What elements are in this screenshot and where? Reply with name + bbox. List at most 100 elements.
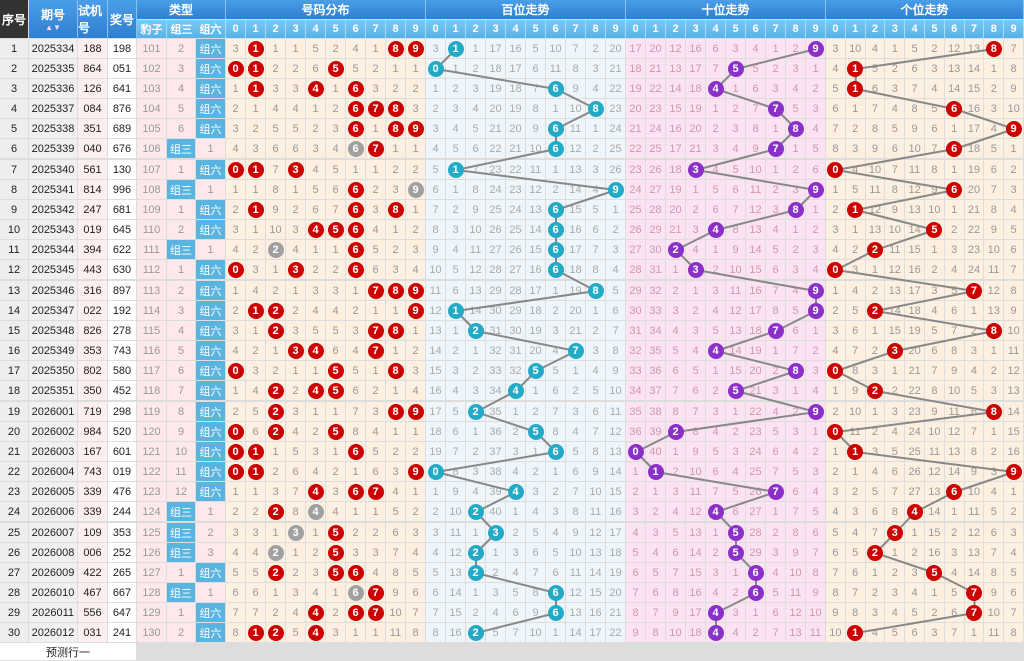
distribution-hit-ball: 6 [347,201,364,218]
row-units-cell: 6 [865,502,886,522]
row-units-cell: 11 [984,623,1005,643]
row-hundreds-cell: 6 [526,543,546,563]
row-units-cell: 2 [885,59,906,79]
row-issue: 2025347 [29,301,78,321]
header-tens-digit: 8 [786,20,806,39]
row-index: 20 [0,422,29,442]
row-hundreds-cell: 5 [586,200,606,220]
row-hundreds-cell: 5 [546,543,566,563]
row-units-cell: 9 [925,180,945,200]
row-group3: 3 [167,301,196,321]
row-units-cell: 8 [984,39,1005,59]
row-hundreds-cell: 16 [446,623,466,643]
group3-badge: 组三 [167,139,195,158]
row-units-cell: 5 [885,119,906,139]
row-hundreds-cell: 17 [566,240,586,260]
row-test-number: 802 [78,361,108,381]
row-tens-cell: 2 [726,99,746,119]
distribution-hit-ball: 4 [307,80,324,97]
row-tens-cell: 3 [726,39,746,59]
row-distribution-cell: 6 [366,260,386,280]
row-units-cell: 7 [1004,260,1024,280]
row-units-cell: 12 [984,281,1005,301]
units-hit-ball: 7 [965,584,982,601]
row-distribution-cell: 1 [246,321,266,341]
row-tens-cell: 3 [786,260,806,280]
row-test-number: 019 [78,220,108,240]
row-test-number: 316 [78,281,108,301]
sort-icon[interactable]: ▲▼ [45,23,61,32]
row-units-cell: 17 [964,119,985,139]
row-distribution-cell: 1 [266,583,286,603]
row-hundreds-cell: 6 [606,301,626,321]
row-units-cell: 20 [964,180,985,200]
row-tens-cell: 6 [806,523,826,543]
distribution-hit-ball: 1 [247,201,264,218]
row-distribution-cell: 4 [406,381,426,401]
hundreds-hit-ball: 1 [447,40,464,57]
row-hundreds-cell: 6 [466,139,486,159]
row-units-cell: 5 [845,301,866,321]
units-hit-ball: 2 [866,544,883,561]
row-test-number: 814 [78,180,108,200]
row-group6: 组六 [196,442,226,462]
row-hundreds-cell: 2 [446,200,466,220]
row-tens-cell: 1 [806,59,826,79]
row-hundreds-cell: 7 [506,623,526,643]
row-issue: 2025348 [29,321,78,341]
row-distribution-cell: 0 [226,59,246,79]
row-index: 5 [0,119,29,139]
row-units-cell: 11 [944,402,965,422]
row-hundreds-cell: 3 [506,543,526,563]
row-hundreds-cell: 17 [506,59,526,79]
row-units-cell: 3 [885,79,906,99]
row-tens-cell: 7 [766,482,786,502]
row-issue: 2026008 [29,543,78,563]
distribution-hit-ball: 2 [267,564,284,581]
row-index: 4 [0,99,29,119]
row-tens-cell: 3 [766,200,786,220]
header-units: 个位走势 [826,0,1024,20]
row-hundreds-cell: 22 [606,79,626,99]
row-units-cell: 10 [885,220,906,240]
row-hundreds-cell: 4 [586,361,606,381]
row-hundreds-cell: 1 [446,59,466,79]
distribution-hit-ball: 1 [247,40,264,57]
distribution-hit-ball: 8 [387,322,404,339]
row-test-number: 247 [78,200,108,220]
row-distribution-cell: 4 [226,139,246,159]
row-distribution-cell: 9 [406,180,426,200]
row-distribution-cell: 2 [306,260,326,280]
row-hundreds-cell: 26 [486,220,506,240]
row-test-number: 040 [78,139,108,159]
row-distribution-cell: 3 [286,220,306,240]
row-units-cell: 9 [905,119,925,139]
row-test-number: 167 [78,442,108,462]
row-distribution-cell: 2 [386,240,406,260]
row-units-cell: 8 [845,603,866,623]
header-issue[interactable]: 期号 ▲▼ [29,0,78,39]
row-units-cell: 2 [984,442,1005,462]
row-tens-cell: 9 [806,583,826,603]
row-units-cell: 10 [964,482,985,502]
row-units-cell: 1 [845,220,866,240]
row-tens-cell: 3 [806,240,826,260]
hundreds-hit-ball: 6 [547,80,564,97]
row-hundreds-cell: 2 [466,361,486,381]
row-distribution-cell: 8 [406,623,426,643]
row-distribution-cell: 5 [266,119,286,139]
row-leopard-omission: 108 [137,180,167,200]
row-tens-cell: 8 [786,200,806,220]
row-units-cell: 16 [964,99,985,119]
row-tens-cell: 39 [646,422,666,442]
row-units-cell: 11 [925,442,945,462]
row-hundreds-cell: 13 [566,160,586,180]
row-distribution-cell: 5 [286,623,306,643]
row-units-cell: 10 [984,603,1005,623]
row-prize-number: 622 [108,240,137,260]
row-distribution-cell: 1 [386,341,406,361]
row-hundreds-cell: 3 [466,381,486,401]
row-group6: 组六 [196,39,226,59]
row-units-cell: 16 [905,260,925,280]
